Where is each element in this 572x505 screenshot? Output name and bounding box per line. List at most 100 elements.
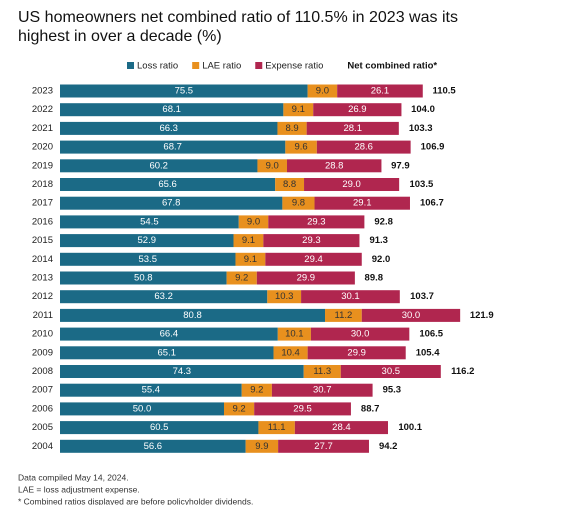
data-label: 29.3 [302, 235, 321, 246]
legend-swatch [127, 62, 134, 69]
bar-segment [316, 140, 411, 154]
total-label: 94.2 [379, 441, 398, 452]
data-label: 68.7 [163, 142, 182, 153]
data-label: 66.4 [160, 329, 179, 340]
bar-segment [226, 271, 257, 285]
data-label: 75.5 [175, 86, 194, 97]
data-label: 29.3 [307, 216, 326, 227]
data-label: 9.8 [292, 198, 305, 209]
y-tick-label: 2012 [32, 291, 53, 302]
bar-segment [235, 252, 266, 266]
data-label: 65.6 [158, 179, 177, 190]
data-label: 28.1 [343, 123, 362, 134]
bar-segment [277, 327, 311, 341]
bar-segment [60, 121, 278, 135]
data-label: 52.9 [138, 235, 157, 246]
bar-segment [313, 103, 402, 117]
bar-segment [60, 383, 242, 397]
y-tick-label: 2022 [32, 104, 53, 115]
data-label: 29.4 [304, 254, 323, 265]
bar-segment [304, 178, 400, 191]
y-tick-label: 2006 [32, 403, 53, 414]
bar-segment [268, 215, 365, 229]
total-label: 105.4 [416, 347, 440, 358]
data-label: 8.9 [285, 123, 298, 134]
total-label: 91.3 [369, 235, 388, 246]
data-label: 30.7 [313, 385, 332, 396]
bar-segment [258, 421, 295, 435]
data-label: 11.2 [334, 310, 352, 321]
total-label: 103.5 [409, 179, 433, 190]
total-label: 116.2 [451, 366, 474, 377]
bar-segment [60, 308, 326, 322]
y-tick-label: 2008 [32, 366, 53, 377]
bar-segment [282, 196, 315, 210]
data-label: 9.1 [242, 235, 255, 246]
bar-segment [60, 140, 286, 154]
bar-segment [301, 290, 400, 304]
legend-swatch [255, 62, 263, 69]
data-label: 30.0 [351, 329, 370, 340]
bar-segment [245, 439, 279, 453]
total-label: 106.7 [420, 198, 444, 209]
bar-segment [233, 234, 264, 248]
y-tick-label: 2023 [32, 86, 53, 97]
data-label: 27.7 [314, 441, 333, 452]
data-label: 9.6 [294, 142, 307, 153]
data-label: 10.3 [275, 291, 294, 302]
bar-segment [60, 421, 259, 435]
data-label: 29.5 [293, 403, 312, 414]
total-label: 106.9 [421, 142, 445, 153]
y-tick-label: 2014 [32, 254, 53, 265]
total-label: 110.5 [432, 86, 456, 97]
total-label: 88.7 [361, 403, 380, 414]
bar-segment [283, 103, 314, 117]
bar-segment [265, 252, 362, 266]
data-label: 29.9 [297, 273, 316, 284]
y-tick-label: 2018 [32, 179, 53, 190]
total-label: 95.3 [383, 385, 402, 396]
data-label: 30.0 [402, 310, 421, 321]
bar-segment [238, 215, 269, 229]
bar-segment [361, 308, 461, 322]
legend-label: Net combined ratio* [347, 61, 437, 72]
bar-segment [263, 234, 360, 248]
data-label: 29.0 [342, 179, 361, 190]
data-label: 9.2 [235, 273, 248, 284]
data-label: 67.8 [162, 198, 181, 209]
data-label: 26.1 [371, 86, 390, 97]
data-label: 53.5 [138, 254, 157, 265]
data-label: 9.2 [250, 385, 263, 396]
data-label: 66.3 [159, 123, 178, 134]
data-label: 28.8 [325, 160, 344, 171]
data-label: 30.1 [341, 291, 360, 302]
bar-segment [337, 84, 423, 98]
bar-segment [60, 215, 239, 229]
data-label: 28.4 [332, 422, 351, 433]
total-label: 103.7 [410, 291, 434, 302]
data-label: 65.1 [158, 347, 177, 358]
legend-swatch [192, 62, 200, 69]
total-label: 89.8 [365, 273, 384, 284]
bar-segment [224, 402, 255, 416]
data-label: 10.4 [281, 347, 300, 358]
data-label: 9.1 [244, 254, 257, 265]
y-tick-label: 2017 [32, 198, 53, 209]
bar-segment [60, 159, 258, 173]
total-label: 121.9 [470, 310, 494, 321]
total-label: 104.0 [411, 104, 435, 115]
y-tick-label: 2019 [32, 160, 53, 171]
footnote: * Combined ratios displayed are before p… [18, 496, 253, 505]
bar-segment [306, 121, 399, 135]
data-label: 55.4 [142, 385, 161, 396]
data-label: 9.1 [292, 104, 305, 115]
data-label: 28.6 [354, 142, 373, 153]
y-tick-label: 2021 [32, 123, 53, 134]
data-label: 60.2 [149, 160, 168, 171]
bar-segment [241, 383, 272, 397]
y-tick-label: 2013 [32, 273, 53, 284]
bar-segment [340, 365, 441, 378]
bar-segment [60, 346, 274, 360]
data-label: 50.0 [133, 403, 152, 414]
